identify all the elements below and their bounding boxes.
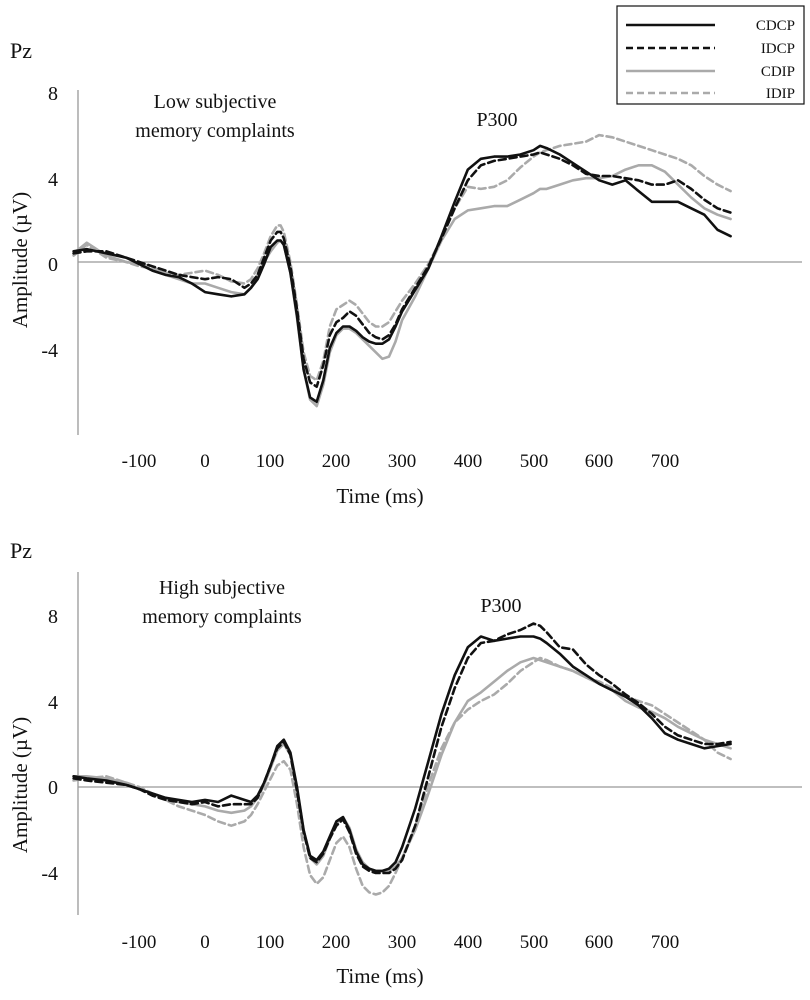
series-line-cdcp xyxy=(72,144,732,404)
y-tick-label-0: 0 xyxy=(48,777,58,799)
legend-frame xyxy=(616,5,805,105)
x-tick-label-0: 0 xyxy=(200,932,210,953)
series-line-idcp xyxy=(72,151,732,388)
y-tick-label-4: 4 xyxy=(48,692,58,714)
y-tick-label-neg4: -4 xyxy=(41,340,58,362)
x-tick-label-500: 500 xyxy=(520,451,549,472)
annotation-line-1: High subjective xyxy=(159,577,285,599)
y-tick-label-8: 8 xyxy=(48,606,58,628)
y-tick-label-8: 8 xyxy=(48,83,58,105)
y-tick-label-0: 0 xyxy=(48,254,58,276)
x-tick-label-700: 700 xyxy=(651,451,680,472)
annotation-line-2: memory complaints xyxy=(135,120,295,142)
p300-label: P300 xyxy=(480,595,521,617)
legend-label-cdcp: CDCP xyxy=(756,18,795,34)
y-axis-label: Amplitude (µV) xyxy=(8,192,32,328)
x-tick-label-100: 100 xyxy=(256,451,285,472)
x-axis-label: Time (ms) xyxy=(336,484,423,508)
panel-high-smc: Pz 8 4 0 -4 Amplitude (µV) High subjecti… xyxy=(8,538,802,988)
x-tick-label-200: 200 xyxy=(322,451,351,472)
series-line-cdip xyxy=(72,164,732,408)
series-line-idip xyxy=(72,133,732,382)
annotation-line-1: Low subjective xyxy=(154,91,277,113)
y-tick-label-neg4: -4 xyxy=(41,863,58,885)
legend: CDCP IDCP CDIP IDIP xyxy=(616,5,805,105)
x-tick-label-neg100: -100 xyxy=(122,932,157,953)
x-tick-label-neg100: -100 xyxy=(122,451,157,472)
y-tick-label-4: 4 xyxy=(48,169,58,191)
x-tick-label-0: 0 xyxy=(200,451,210,472)
x-tick-label-300: 300 xyxy=(388,932,417,953)
series-line-idcp xyxy=(72,622,732,875)
p300-label: P300 xyxy=(476,109,517,131)
annotation-line-2: memory complaints xyxy=(142,606,302,628)
y-axis-label: Amplitude (µV) xyxy=(8,717,32,853)
x-tick-label-400: 400 xyxy=(454,932,483,953)
legend-label-cdip: CDIP xyxy=(761,64,795,80)
legend-label-idip: IDIP xyxy=(766,86,795,102)
series-line-cdcp xyxy=(72,635,732,873)
x-axis-label: Time (ms) xyxy=(336,964,423,988)
x-tick-label-500: 500 xyxy=(520,932,549,953)
x-tick-label-600: 600 xyxy=(585,451,614,472)
panel-low-smc: Pz 8 4 0 -4 Amplitude (µV) Low subjectiv… xyxy=(8,38,802,508)
legend-label-idcp: IDCP xyxy=(761,41,795,57)
x-tick-label-200: 200 xyxy=(322,932,351,953)
x-tick-label-700: 700 xyxy=(651,932,680,953)
series-line-cdip xyxy=(72,656,732,873)
electrode-label: Pz xyxy=(10,38,32,63)
x-tick-label-300: 300 xyxy=(388,451,417,472)
electrode-label: Pz xyxy=(10,538,32,563)
x-tick-label-100: 100 xyxy=(256,932,285,953)
x-tick-label-600: 600 xyxy=(585,932,614,953)
x-tick-label-400: 400 xyxy=(454,451,483,472)
